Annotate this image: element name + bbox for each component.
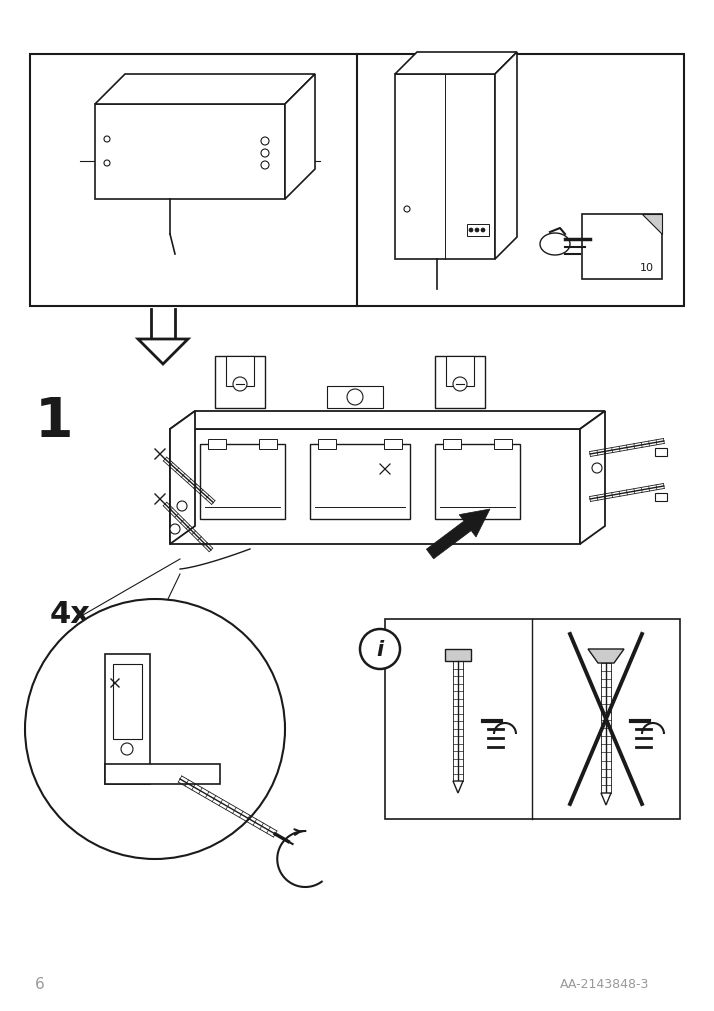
Circle shape	[481, 228, 485, 233]
Bar	[655, 449, 667, 457]
Circle shape	[261, 162, 269, 170]
Bar	[226, 357, 254, 386]
Bar	[467, 224, 489, 237]
Polygon shape	[170, 411, 605, 430]
Polygon shape	[580, 411, 605, 545]
Bar	[494, 440, 512, 450]
Bar	[445, 649, 471, 661]
Bar	[215, 357, 265, 408]
Bar	[443, 440, 461, 450]
Bar	[105, 654, 150, 785]
Circle shape	[170, 525, 180, 535]
Bar	[200, 445, 285, 520]
Circle shape	[453, 378, 467, 391]
Bar	[327, 386, 383, 408]
Polygon shape	[642, 214, 662, 235]
Circle shape	[261, 137, 269, 146]
Polygon shape	[170, 411, 195, 545]
Bar	[435, 445, 520, 520]
Polygon shape	[495, 53, 517, 260]
Circle shape	[475, 228, 479, 233]
Text: 10: 10	[640, 263, 654, 273]
Circle shape	[592, 463, 602, 473]
Bar	[395, 75, 495, 260]
Polygon shape	[395, 53, 517, 75]
Polygon shape	[170, 430, 580, 545]
Polygon shape	[588, 649, 624, 663]
Bar	[105, 764, 220, 785]
Text: 4x: 4x	[50, 600, 91, 629]
Circle shape	[104, 136, 110, 143]
Circle shape	[404, 207, 410, 212]
Bar	[435, 357, 485, 408]
Text: 1: 1	[35, 394, 74, 449]
Polygon shape	[95, 75, 315, 105]
Bar	[446, 357, 474, 386]
Bar	[95, 105, 285, 200]
Text: AA-2143848-3: AA-2143848-3	[560, 978, 649, 991]
Bar	[259, 440, 277, 450]
Polygon shape	[453, 782, 463, 794]
Bar	[310, 445, 410, 520]
Circle shape	[233, 378, 247, 391]
Bar	[208, 440, 226, 450]
Text: 6: 6	[35, 977, 45, 992]
Circle shape	[104, 161, 110, 167]
Bar	[655, 493, 667, 501]
Bar	[385, 620, 680, 819]
Circle shape	[360, 630, 400, 669]
Circle shape	[347, 389, 363, 405]
Circle shape	[177, 501, 187, 512]
Bar	[582, 214, 662, 280]
Polygon shape	[426, 510, 490, 559]
Polygon shape	[138, 340, 188, 365]
Circle shape	[469, 228, 473, 233]
Polygon shape	[601, 794, 611, 805]
Bar	[113, 664, 142, 739]
Circle shape	[121, 743, 133, 755]
Text: i: i	[376, 639, 383, 659]
Bar	[30, 55, 684, 306]
Circle shape	[25, 600, 285, 859]
Polygon shape	[285, 75, 315, 200]
Bar	[384, 440, 402, 450]
Bar	[318, 440, 336, 450]
Circle shape	[261, 150, 269, 158]
